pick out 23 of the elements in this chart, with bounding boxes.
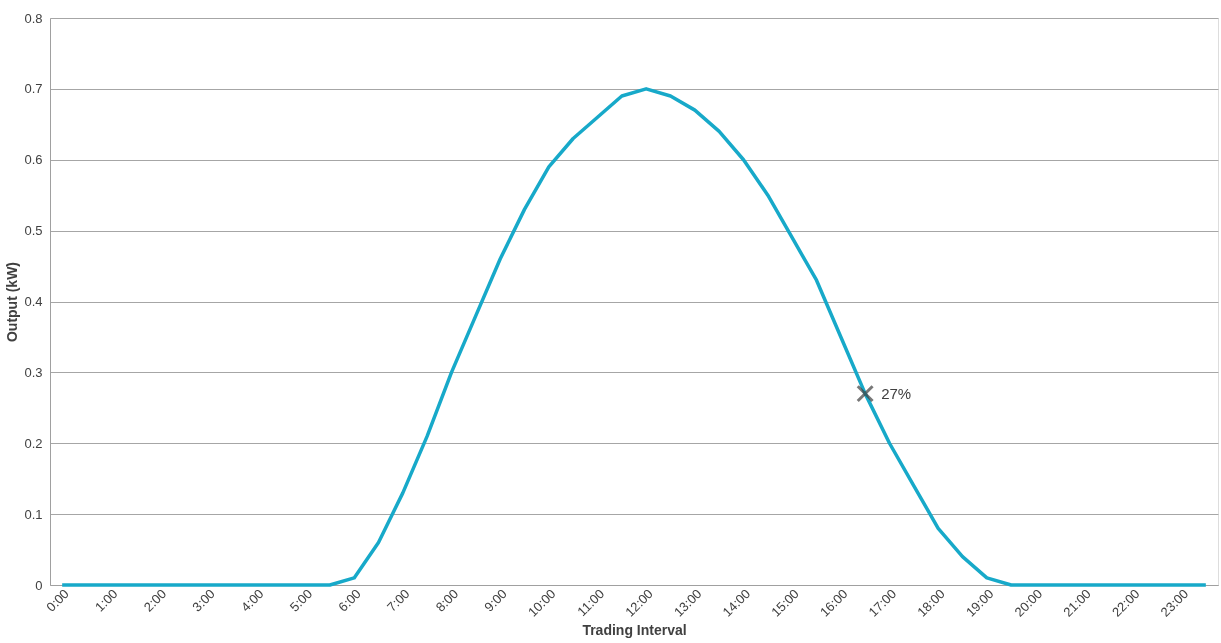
y-tick-label: 0.5	[24, 223, 43, 239]
y-tick-label: 0.7	[24, 81, 43, 97]
x-tick-label: 7:00	[384, 586, 413, 615]
x-tick-label: 2:00	[140, 586, 170, 615]
x-axis-title: Trading Interval	[582, 621, 687, 638]
data-label: 27%	[881, 384, 912, 402]
x-tick-label: 0:00	[43, 586, 72, 615]
y-tick-label: 0	[35, 577, 43, 593]
y-tick-label: 0.8	[24, 10, 43, 26]
y-tick-label: 0.1	[24, 506, 43, 522]
y-tick-label: 0.2	[24, 435, 43, 451]
x-tick-label: 6:00	[335, 586, 364, 615]
x-tick-label: 1:00	[92, 586, 121, 615]
y-tick-label: 0.3	[24, 364, 43, 380]
x-tick-label: 3:00	[189, 586, 218, 615]
y-tick-label: 0.4	[24, 294, 43, 309]
x-tick-label: 4:00	[238, 586, 267, 615]
y-axis-title: Output (kW)	[4, 261, 21, 343]
y-tick-label: 0.6	[24, 152, 43, 168]
x-tick-label: 8:00	[432, 586, 462, 615]
x-tick-label: 9:00	[481, 586, 510, 615]
line-series	[60, 87, 1208, 587]
x-tick-label: 5:00	[286, 586, 316, 615]
